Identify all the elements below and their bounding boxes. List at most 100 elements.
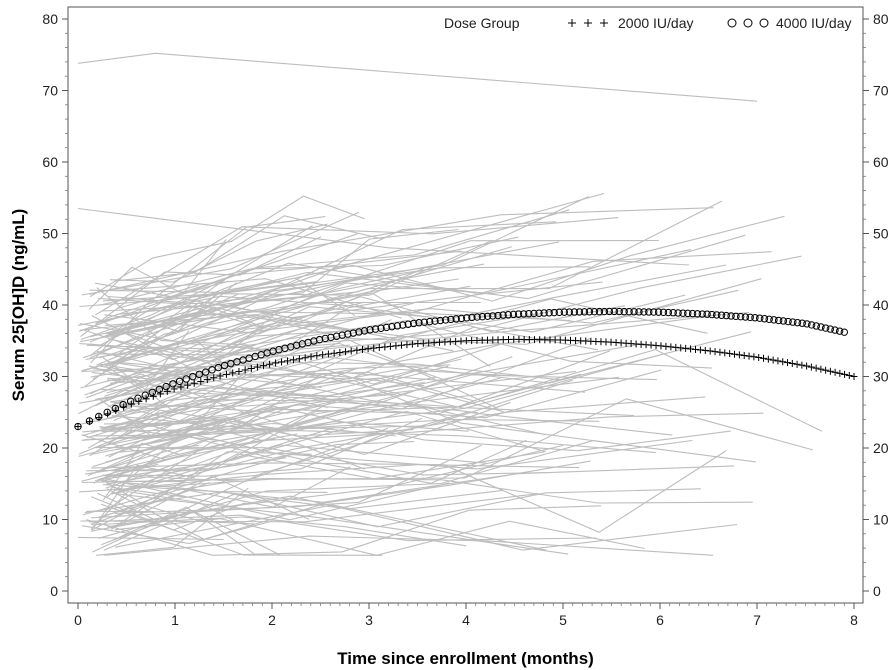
trajectory-line <box>97 297 365 328</box>
trajectory-line <box>115 504 547 551</box>
y-tick-label-right: 40 <box>873 297 889 313</box>
series-point-circle <box>803 320 811 328</box>
series-point-circle <box>111 404 120 413</box>
trajectory-line <box>111 475 310 530</box>
series-point-circle <box>349 329 358 337</box>
series-point-circle <box>399 321 407 329</box>
series-point-circle <box>821 324 830 332</box>
series-point-circle <box>774 316 783 325</box>
series-point-circle <box>452 315 460 323</box>
series-point-circle <box>103 408 111 417</box>
trajectory-line <box>77 536 224 541</box>
series-point-circle <box>530 309 538 318</box>
series-point-circle <box>570 308 579 316</box>
series-point-circle <box>388 322 396 331</box>
series-point-circle <box>741 313 750 321</box>
trajectory-line <box>90 444 482 519</box>
series-point-circle <box>175 377 184 385</box>
trajectory-line <box>98 363 193 380</box>
trajectory-line <box>83 322 353 361</box>
x-tick-label: 4 <box>462 612 470 628</box>
trajectory-line <box>91 371 504 413</box>
trajectory-line <box>104 342 504 403</box>
series-point-circle <box>441 316 450 324</box>
series-point-circle <box>610 307 619 316</box>
series-point-circle <box>812 322 820 330</box>
series-point-circle <box>826 325 835 333</box>
trajectory-line <box>89 343 425 387</box>
trajectory-line <box>105 196 589 334</box>
series-point-circle <box>674 309 682 317</box>
trajectory-line <box>111 377 501 439</box>
series-point-circle <box>214 363 223 372</box>
trajectory-line <box>95 268 429 368</box>
trajectory-line <box>109 343 644 414</box>
series-point-circle <box>189 372 197 381</box>
trajectory-line <box>104 535 714 556</box>
series-point-circle <box>669 309 677 317</box>
trajectory-line <box>111 506 255 555</box>
trajectory-line <box>95 234 746 324</box>
trajectory-line <box>109 372 479 414</box>
series-point-circle <box>525 309 533 318</box>
series-point-circle <box>550 308 558 317</box>
trajectory-line <box>90 429 274 456</box>
trajectory-line <box>105 358 462 457</box>
trajectory-line <box>84 488 701 528</box>
series-point-circle <box>625 307 633 316</box>
series-point-circle <box>688 309 697 318</box>
trajectory-line <box>90 216 326 364</box>
series-point-circle <box>713 311 721 319</box>
trajectory-line <box>81 478 753 504</box>
trajectory-line <box>111 444 487 495</box>
series-point-circle <box>693 310 702 318</box>
trajectory-line <box>89 195 365 298</box>
series-point-circle <box>371 325 380 333</box>
series-point-circle <box>717 311 726 319</box>
series-point-circle <box>595 307 604 316</box>
series-point-circle <box>585 308 594 316</box>
series-point-circle <box>519 310 528 318</box>
trajectory-line <box>98 463 159 481</box>
series-point-circle <box>377 324 385 332</box>
trajectory-line <box>92 397 348 468</box>
series-point-circle <box>708 310 716 319</box>
series-point-circle <box>807 321 816 329</box>
series-point-circle <box>765 315 773 324</box>
trajectory-line <box>90 491 235 530</box>
series-point-circle <box>360 327 369 335</box>
trajectory-line <box>109 223 328 283</box>
series-point-circle <box>664 308 673 317</box>
series-point-circle <box>463 314 471 322</box>
trajectory-line <box>111 487 184 498</box>
series-point-circle <box>645 308 653 316</box>
trajectory-line <box>108 350 611 450</box>
series-point-circle <box>141 391 149 399</box>
y-tick-label-left: 30 <box>42 369 58 385</box>
series-point-circle <box>679 309 687 317</box>
legend-label-2000: 2000 IU/day <box>618 15 694 31</box>
series-point-circle <box>182 375 190 383</box>
series-point-circle <box>195 370 203 379</box>
series-point-circle <box>659 308 668 317</box>
series-point-circle <box>736 312 745 321</box>
legend-label-4000: 4000 IU/day <box>776 15 852 31</box>
trajectory-line <box>91 315 498 409</box>
trajectory-line <box>110 348 358 420</box>
series-point-circle <box>134 394 142 402</box>
legend-plus-markers <box>568 19 608 27</box>
trajectory-line <box>98 209 570 306</box>
series-layer <box>74 307 858 431</box>
series-point-circle <box>420 318 429 326</box>
series-point-circle <box>600 307 609 316</box>
series-point-circle <box>457 314 466 323</box>
series-point-circle <box>489 312 497 320</box>
trajectory-line <box>89 410 160 457</box>
trajectory-line <box>108 376 437 458</box>
trajectory-line <box>92 411 673 553</box>
series-point-circle <box>74 422 82 431</box>
y-tick-label-right: 0 <box>873 583 881 599</box>
series-point-circle <box>630 308 638 316</box>
series-point-circle <box>425 317 434 326</box>
trajectory-line <box>95 249 692 319</box>
